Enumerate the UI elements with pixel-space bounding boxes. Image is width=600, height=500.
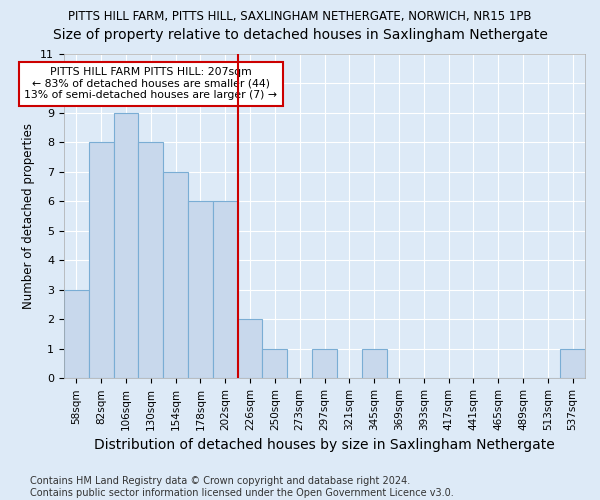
Bar (139, 142, 163, 378)
Bar (238, 320, 262, 378)
Bar (362, 349, 386, 378)
Y-axis label: Number of detached properties: Number of detached properties (22, 123, 35, 309)
Bar (64, 290, 89, 378)
Text: Size of property relative to detached houses in Saxlingham Nethergate: Size of property relative to detached ho… (53, 28, 547, 42)
Bar (89, 142, 113, 378)
Bar (213, 202, 238, 378)
Bar (560, 349, 585, 378)
Text: Contains HM Land Registry data © Crown copyright and database right 2024.
Contai: Contains HM Land Registry data © Crown c… (30, 476, 454, 498)
Text: PITTS HILL FARM PITTS HILL: 207sqm
← 83% of detached houses are smaller (44)
13%: PITTS HILL FARM PITTS HILL: 207sqm ← 83%… (25, 68, 277, 100)
Text: PITTS HILL FARM, PITTS HILL, SAXLINGHAM NETHERGATE, NORWICH, NR15 1PB: PITTS HILL FARM, PITTS HILL, SAXLINGHAM … (68, 10, 532, 23)
Bar (113, 113, 139, 378)
Bar (262, 349, 287, 378)
X-axis label: Distribution of detached houses by size in Saxlingham Nethergate: Distribution of detached houses by size … (94, 438, 555, 452)
Bar (163, 172, 188, 378)
Bar (312, 349, 337, 378)
Bar (188, 202, 213, 378)
